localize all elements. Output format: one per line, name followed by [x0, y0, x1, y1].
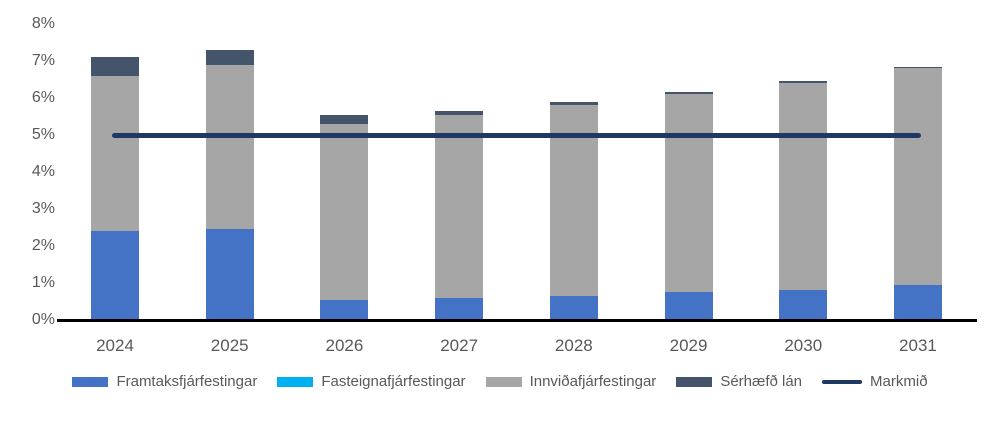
legend-item-markmid: Markmið [822, 373, 928, 390]
legend-item-s-rh-f-l-n: Sérhæfð lán [676, 373, 802, 390]
bar-segment-s-rh-f-l-n-2027 [435, 110, 484, 115]
bar-segment-s-rh-f-l-n-2031 [893, 66, 942, 69]
legend-label: Fasteignafjárfestingar [321, 373, 466, 390]
bar-segment-framtaksfj-rfestingar-2026 [320, 299, 369, 320]
bar-segment-s-rh-f-l-n-2026 [320, 114, 369, 124]
bar-segment-framtaksfj-rfestingar-2028 [549, 295, 598, 320]
bar-segment-innvi-afj-rfestingar-2027 [435, 114, 484, 298]
y-axis-tick-label: 1% [31, 274, 55, 291]
bar-segment-framtaksfj-rfestingar-2029 [664, 292, 713, 320]
bar-segment-framtaksfj-rfestingar-2024 [91, 231, 139, 320]
x-axis-tick-label: 2026 [325, 336, 364, 355]
legend-item-framtaksfj-rfestingar: Framtaksfjárfestingar [72, 373, 257, 390]
x-axis-tick-label: 2030 [784, 336, 823, 355]
bar-segment-s-rh-f-l-n-2030 [779, 81, 828, 84]
legend-swatch-icon [72, 376, 109, 387]
legend-label: Innviðafjárfestingar [529, 373, 657, 390]
y-axis-tick-label: 8% [31, 15, 55, 32]
x-axis-tick-label: 2024 [96, 336, 134, 355]
bar-segment-s-rh-f-l-n-2029 [664, 92, 713, 95]
bar-segment-innvi-afj-rfestingar-2031 [893, 68, 942, 285]
target-line-markmid [112, 132, 921, 138]
x-axis-tick-label: 2028 [554, 336, 593, 355]
x-axis-tick-label: 2029 [669, 336, 708, 355]
bar-segment-framtaksfj-rfestingar-2030 [779, 290, 828, 320]
y-axis-tick-label: 4% [31, 163, 55, 180]
legend-label: Sérhæfð lán [720, 373, 803, 390]
bar-segment-innvi-afj-rfestingar-2029 [664, 94, 713, 293]
x-axis-tick-label: 2025 [210, 336, 249, 355]
bar-segment-s-rh-f-l-n-2028 [549, 101, 598, 106]
bar-segment-innvi-afj-rfestingar-2030 [779, 83, 828, 291]
bar-segment-innvi-afj-rfestingar-2026 [320, 123, 369, 300]
y-axis-tick-label: 5% [31, 126, 55, 143]
legend-item-fasteignafj-rfestingar: Fasteignafjárfestingar [277, 373, 466, 390]
bar-segment-innvi-afj-rfestingar-2024 [91, 75, 139, 232]
chart-legend: Framtaksfjárfestingar Fasteignafjárfestin… [0, 373, 1000, 390]
bar-segment-framtaksfj-rfestingar-2025 [205, 229, 254, 320]
x-axis-line [57, 319, 977, 322]
y-axis-tick-label: 3% [31, 200, 55, 217]
x-axis-tick-label: 2031 [899, 336, 937, 355]
bar-segment-s-rh-f-l-n-2024 [91, 57, 139, 76]
legend-swatch-icon [676, 376, 713, 387]
legend-label: Framtaksfjárfestingar [116, 373, 258, 390]
legend-line-swatch-icon [822, 379, 863, 384]
legend-swatch-icon [485, 376, 522, 387]
bar-segment-framtaksfj-rfestingar-2031 [893, 284, 942, 320]
y-axis-tick-label: 6% [31, 89, 55, 106]
legend-swatch-icon [277, 376, 314, 387]
bar-segment-s-rh-f-l-n-2025 [205, 49, 254, 65]
y-axis-tick-label: 7% [31, 52, 55, 69]
x-axis-tick-label: 2027 [440, 336, 479, 355]
legend-label: Markmið [870, 373, 928, 390]
y-axis-tick-label: 2% [31, 237, 55, 254]
y-axis-tick-label: 0% [31, 311, 55, 328]
legend-item-innvi-afj-rfestingar: Innviðafjárfestingar [485, 373, 657, 390]
bar-segment-innvi-afj-rfestingar-2025 [205, 64, 254, 230]
bar-segment-framtaksfj-rfestingar-2027 [435, 297, 484, 320]
